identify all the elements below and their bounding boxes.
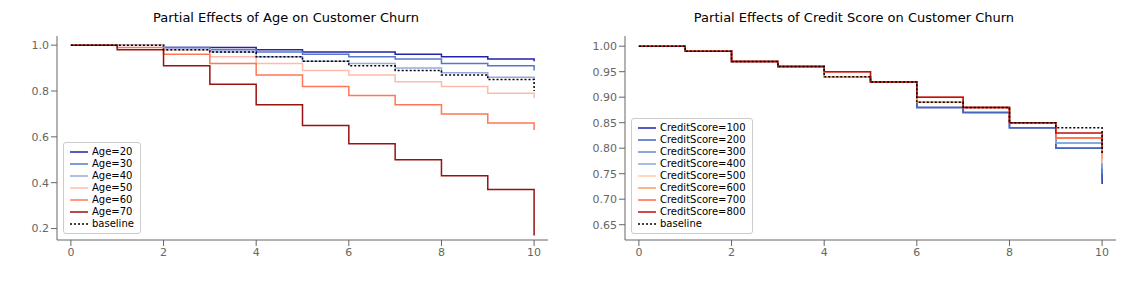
svg-text:0.75: 0.75: [593, 168, 618, 181]
svg-text:10: 10: [527, 246, 541, 259]
svg-text:0.80: 0.80: [593, 142, 618, 155]
svg-text:10: 10: [1095, 246, 1109, 259]
svg-text:1.0: 1.0: [32, 39, 50, 52]
html-text:CreditScore=500: CreditScore=500: [660, 170, 746, 181]
html-text:Partial Effects of Age on Cust: Partial Effects of Age on Customer Churn: [153, 10, 419, 25]
html-text:CreditScore=700: CreditScore=700: [660, 194, 746, 205]
svg-text:0.85: 0.85: [593, 117, 618, 130]
html-text:baseline: baseline: [660, 218, 702, 229]
svg-text:6: 6: [345, 246, 352, 259]
html-text:Age=60: Age=60: [92, 194, 133, 205]
html-text:Age=40: Age=40: [92, 170, 133, 181]
svg-text:0: 0: [67, 246, 74, 259]
svg-text:0.95: 0.95: [593, 66, 618, 79]
svg-text:0.65: 0.65: [593, 219, 618, 232]
html-text:CreditScore=800: CreditScore=800: [660, 206, 746, 217]
html-text:CreditScore=300: CreditScore=300: [660, 146, 746, 157]
svg-text:1.00: 1.00: [593, 40, 618, 53]
svg-text:0.2: 0.2: [32, 222, 50, 235]
html-text:Age=30: Age=30: [92, 158, 133, 169]
svg-text:0.6: 0.6: [32, 131, 50, 144]
svg-text:4: 4: [821, 246, 828, 259]
html-text:CreditScore=200: CreditScore=200: [660, 134, 746, 145]
svg-text:0.8: 0.8: [32, 85, 50, 98]
svg-text:6: 6: [913, 246, 920, 259]
svg-text:0.90: 0.90: [593, 91, 618, 104]
svg-text:0.4: 0.4: [32, 177, 50, 190]
html-text:CreditScore=400: CreditScore=400: [660, 158, 746, 169]
html-text:Age=20: Age=20: [92, 146, 133, 157]
svg-text:8: 8: [438, 246, 445, 259]
html-text:baseline: baseline: [92, 218, 134, 229]
svg-text:0: 0: [635, 246, 642, 259]
svg-text:0.70: 0.70: [593, 193, 618, 206]
html-text:CreditScore=600: CreditScore=600: [660, 182, 746, 193]
html-text:Age=70: Age=70: [92, 206, 133, 217]
html-text:Partial Effects of Credit Scor: Partial Effects of Credit Score on Custo…: [693, 10, 1015, 25]
svg-text:2: 2: [728, 246, 735, 259]
html-text:Age=50: Age=50: [92, 182, 133, 193]
svg-text:8: 8: [1006, 246, 1013, 259]
svg-text:4: 4: [253, 246, 260, 259]
html-text:CreditScore=100: CreditScore=100: [660, 122, 746, 133]
svg-text:2: 2: [160, 246, 167, 259]
